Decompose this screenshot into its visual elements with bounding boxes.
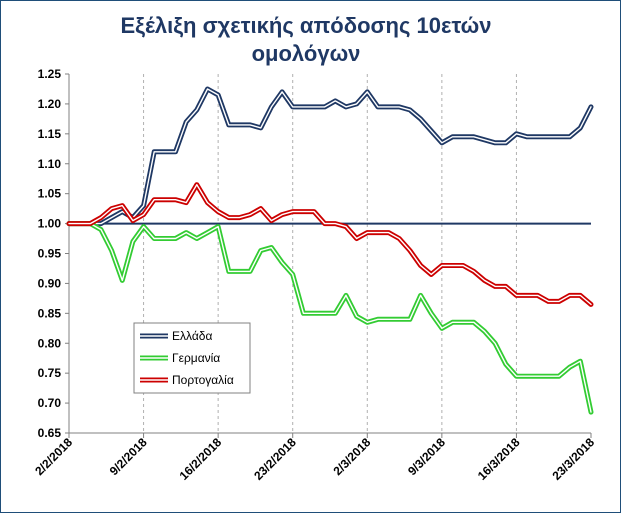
x-tick-label: 16/3/2018 — [475, 435, 523, 483]
y-tick-label: 0.70 — [38, 396, 62, 410]
legend-label: Πορτογαλία — [172, 373, 234, 387]
series-greece-line-outer — [66, 86, 594, 227]
y-tick-label: 0.65 — [38, 426, 62, 440]
x-tick-label: 23/2/2018 — [251, 435, 299, 483]
x-tick-label: 2/3/2018 — [330, 435, 373, 478]
y-tick-label: 1.10 — [38, 157, 62, 171]
series-portugal-line-outer — [66, 182, 594, 307]
x-tick-label: 9/2/2018 — [107, 435, 150, 478]
y-tick-label: 0.75 — [38, 366, 62, 380]
legend-label: Γερμανία — [172, 351, 220, 365]
y-tick-label: 0.95 — [38, 247, 62, 261]
y-tick-label: 0.80 — [38, 336, 62, 350]
chart-title-line-1: Εξέλιξη σχετικής απόδοσης 10ετών — [120, 13, 491, 38]
y-tick-label: 0.90 — [38, 276, 62, 290]
series-germany-line-inner — [68, 222, 592, 413]
series-portugal-line-inner — [68, 184, 592, 306]
x-tick-label: 16/2/2018 — [177, 435, 225, 483]
x-tick-label: 9/3/2018 — [405, 435, 448, 478]
legend: Ελλάδα Γερμανία Πορτογαλία — [133, 322, 251, 394]
series-greece-line-inner — [68, 88, 592, 225]
y-tick-label: 1.25 — [38, 67, 62, 81]
y-tick-label: 1.00 — [38, 217, 62, 231]
plot-area: 1.25 1.20 1.15 1.10 1.05 1.00 0.95 0.90 0.85 0.80… — [32, 67, 597, 483]
y-tick-label: 1.05 — [38, 187, 62, 201]
y-tick-label: 1.15 — [38, 127, 62, 141]
x-tick-label: 23/3/2018 — [549, 435, 597, 483]
y-tick-label: 1.20 — [38, 97, 62, 111]
chart-title-line-2: ομολόγων — [252, 41, 361, 66]
legend-label: Ελλάδα — [172, 329, 212, 343]
y-tick-label: 0.85 — [38, 306, 62, 320]
x-tick-label: 2/2/2018 — [32, 435, 75, 478]
